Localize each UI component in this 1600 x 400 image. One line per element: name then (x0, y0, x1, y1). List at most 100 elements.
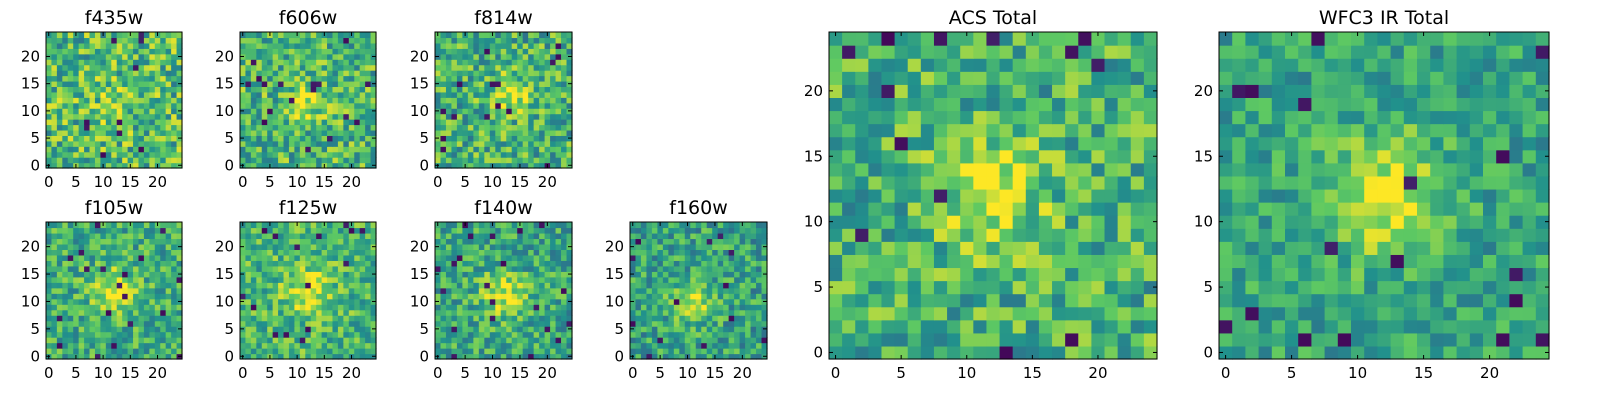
pixel-cell (701, 293, 708, 300)
pixel-cell (960, 280, 974, 295)
pixel-cell (51, 102, 58, 109)
pixel-cell (506, 315, 513, 322)
pixel-cell (920, 280, 935, 295)
y-tick-label: 10 (605, 292, 624, 310)
pixel-cell (550, 227, 557, 234)
pixel-cell (365, 80, 372, 87)
pixel-cell (127, 304, 134, 311)
pixel-cell (272, 254, 279, 261)
pixel-cell (657, 249, 664, 256)
pixel-cell (321, 293, 328, 300)
pixel-cell (272, 232, 279, 240)
pixel-cell (1025, 254, 1040, 269)
pixel-cell (467, 260, 474, 267)
pixel-cell (133, 37, 140, 44)
pixel-cell (133, 135, 140, 142)
pixel-cell (484, 243, 491, 250)
pixel-cell (630, 238, 637, 245)
pixel-cell (489, 271, 496, 278)
pixel-cell (127, 309, 134, 316)
pixel-cell (305, 129, 312, 136)
pixel-cell (256, 238, 263, 245)
pixel-cell (143, 64, 150, 71)
pixel-cell (829, 267, 843, 282)
pixel-cell (283, 42, 290, 49)
pixel-cell (868, 293, 883, 308)
pixel-cell (267, 75, 274, 82)
pixel-cell (46, 260, 53, 267)
pixel-cell (138, 129, 145, 136)
pixel-cell (561, 353, 568, 360)
pixel-cell (46, 331, 53, 338)
pixel-cell (299, 243, 306, 250)
pixel-cell (327, 32, 334, 39)
pixel-cell (1052, 280, 1066, 295)
pixel-cell (250, 271, 257, 278)
pixel-cell (240, 304, 247, 311)
pixel-cell (116, 157, 123, 164)
pixel-cell (100, 282, 107, 289)
pixel-cell (138, 146, 145, 153)
pixel-cell (316, 129, 323, 136)
pixel-cell (456, 243, 463, 250)
pixel-cell (555, 271, 562, 278)
pixel-cell (679, 342, 686, 349)
pixel-cell (662, 265, 669, 272)
pixel-cell (467, 140, 474, 147)
pixel-cell (73, 287, 80, 294)
y-tick-label: 10 (215, 292, 234, 310)
pixel-cell (299, 238, 306, 245)
pixel-cell (67, 287, 74, 294)
pixel-cell (539, 254, 546, 261)
pixel-cell (651, 331, 658, 338)
pixel-cell (690, 243, 697, 250)
pixel-cell (646, 304, 653, 311)
pixel-cell (445, 298, 453, 305)
pixel-cell (756, 222, 763, 229)
pixel-cell (288, 309, 295, 316)
pixel-cell (473, 97, 480, 104)
pixel-cell (1078, 319, 1092, 334)
pixel-cell (550, 326, 557, 333)
pixel-cell (149, 309, 156, 316)
pixel-cell (646, 254, 653, 261)
pixel-cell (160, 53, 167, 60)
pixel-cell (272, 119, 279, 126)
pixel-cell (138, 113, 145, 120)
pixel-cell (160, 315, 167, 322)
pixel-cell (947, 202, 961, 216)
pixel-cell (165, 337, 172, 344)
pixel-cell (283, 108, 290, 115)
pixel-cell (283, 151, 290, 158)
pixel-cell (756, 337, 763, 344)
pixel-cell (278, 304, 285, 311)
pixel-cell (354, 222, 361, 229)
pixel-cell (105, 254, 112, 261)
pixel-cell (550, 108, 557, 115)
pixel-cell (1117, 175, 1132, 190)
pixel-cell (947, 332, 961, 347)
pixel-cell (495, 282, 502, 289)
pixel-cell (445, 222, 453, 229)
pixel-cell (62, 320, 69, 327)
pixel-cell (451, 315, 458, 322)
pixel-cell (894, 345, 909, 360)
pixel-cell (332, 293, 339, 300)
pixel-cell (127, 119, 134, 126)
pixel-cell (283, 37, 290, 44)
pixel-cell (294, 249, 301, 256)
x-tick-label: 5 (71, 173, 81, 191)
pixel-cell (299, 298, 306, 305)
pixel-cell (299, 271, 306, 278)
pixel-cell (105, 37, 112, 44)
pixel-cell (1143, 280, 1158, 295)
pixel-cell (51, 53, 58, 60)
pixel-cell (116, 59, 123, 66)
pixel-cell (679, 238, 686, 245)
pixel-cell (278, 48, 285, 55)
pixel-cell (440, 315, 447, 322)
pixel-cell (701, 337, 708, 344)
pixel-cell (528, 129, 535, 136)
pixel-cell (960, 293, 974, 308)
pixel-cell (56, 162, 63, 169)
